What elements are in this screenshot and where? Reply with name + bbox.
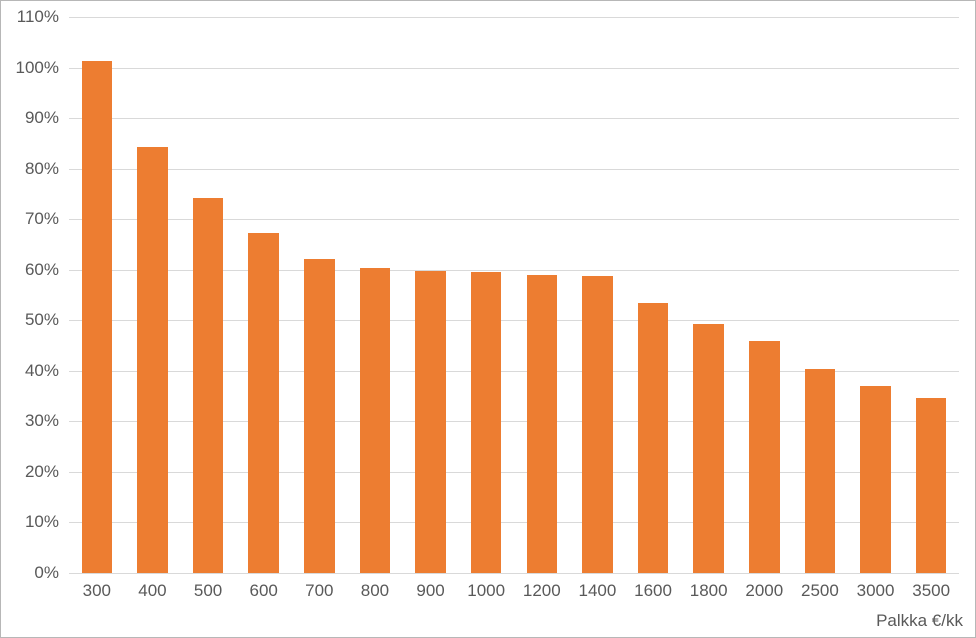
x-tick-label: 1600: [634, 581, 672, 601]
x-tick-label: 3500: [912, 581, 950, 601]
y-tick-label: 60%: [1, 260, 59, 280]
x-tick-label: 900: [416, 581, 444, 601]
bar: [360, 268, 391, 573]
x-tick-label: 700: [305, 581, 333, 601]
y-tick-label: 70%: [1, 209, 59, 229]
y-tick-label: 100%: [1, 58, 59, 78]
x-axis-title: Palkka €/kk: [876, 611, 963, 631]
bar: [749, 341, 780, 573]
x-tick-label: 3000: [857, 581, 895, 601]
x-tick-label: 2000: [745, 581, 783, 601]
gridline: [69, 17, 959, 18]
bar: [471, 272, 502, 573]
bar: [304, 259, 335, 573]
bar: [527, 275, 558, 573]
x-tick-label: 1000: [467, 581, 505, 601]
y-tick-label: 80%: [1, 159, 59, 179]
bar: [415, 271, 446, 573]
gridline: [69, 118, 959, 119]
gridline: [69, 169, 959, 170]
y-tick-label: 110%: [1, 7, 59, 27]
x-tick-label: 800: [361, 581, 389, 601]
bar-chart-container: Palkka €/kk 0% 10% 20% 30% 40% 50% 60% 70% 80% 90…: [0, 0, 976, 638]
bar: [193, 198, 224, 573]
x-tick-label: 1200: [523, 581, 561, 601]
bar: [582, 276, 613, 573]
x-tick-label: 600: [250, 581, 278, 601]
gridline: [69, 573, 959, 574]
y-tick-label: 20%: [1, 462, 59, 482]
plot-area: [69, 17, 959, 573]
bar: [248, 233, 279, 573]
bar: [860, 386, 891, 573]
y-tick-label: 90%: [1, 108, 59, 128]
bar: [916, 398, 947, 573]
bar: [693, 324, 724, 573]
y-tick-label: 40%: [1, 361, 59, 381]
y-tick-label: 50%: [1, 310, 59, 330]
bar: [638, 303, 669, 573]
x-tick-label: 500: [194, 581, 222, 601]
y-tick-label: 0%: [1, 563, 59, 583]
gridline: [69, 68, 959, 69]
x-tick-label: 300: [83, 581, 111, 601]
bar: [82, 61, 113, 573]
bar: [137, 147, 168, 573]
x-tick-label: 400: [138, 581, 166, 601]
y-tick-label: 10%: [1, 512, 59, 532]
x-tick-label: 1800: [690, 581, 728, 601]
x-tick-label: 1400: [579, 581, 617, 601]
bar: [805, 369, 836, 573]
y-tick-label: 30%: [1, 411, 59, 431]
x-tick-label: 2500: [801, 581, 839, 601]
